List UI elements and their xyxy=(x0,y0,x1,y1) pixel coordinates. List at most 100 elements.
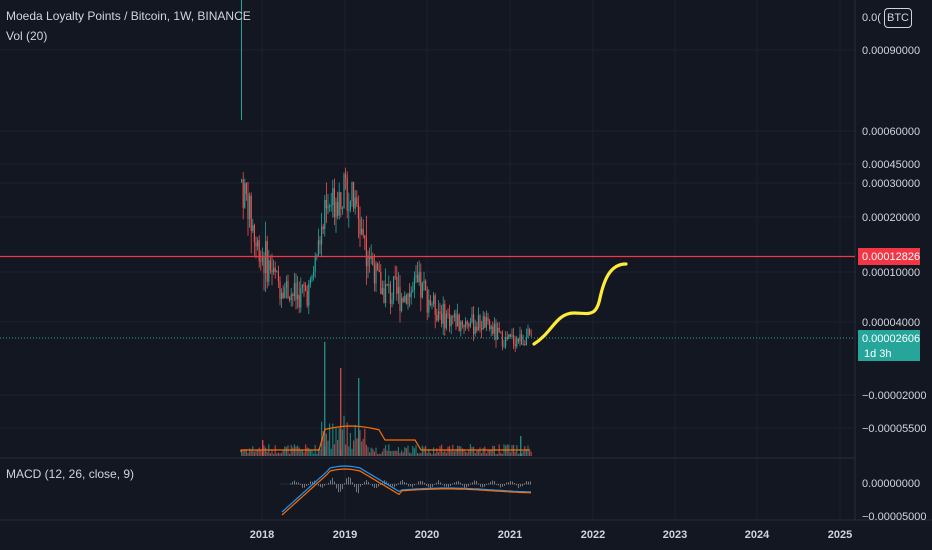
volume-bar-50 xyxy=(321,421,323,456)
volume-indicator-label[interactable]: Vol (20) xyxy=(6,29,48,43)
time-tick-2024: 2024 xyxy=(745,529,770,541)
candle-body-173 xyxy=(517,338,519,342)
volume-bar-175 xyxy=(521,453,523,456)
macd-hist-3 xyxy=(296,482,297,485)
macd-hist-57 xyxy=(404,482,405,485)
volume-bar-106 xyxy=(410,453,412,456)
volume-bar-144 xyxy=(471,446,473,456)
volume-bar-32 xyxy=(292,447,294,456)
candle-body-79 xyxy=(367,256,369,267)
candle-body-36 xyxy=(298,294,300,308)
volume-bar-180 xyxy=(529,448,531,456)
macd-hist-89 xyxy=(468,484,469,487)
candle-body-129 xyxy=(447,313,449,315)
candle-body-125 xyxy=(441,313,443,324)
macd-hist-42 xyxy=(374,484,375,488)
candle-body-0 xyxy=(241,179,243,182)
candle-body-127 xyxy=(444,303,446,329)
candle-body-161 xyxy=(498,327,500,332)
volume-bar-4 xyxy=(247,452,249,456)
candle-body-44 xyxy=(311,276,313,280)
candle-body-67 xyxy=(348,209,350,211)
macd-hist-92 xyxy=(474,480,475,485)
volume-bar-107 xyxy=(412,446,414,456)
time-axis[interactable]: 2018 2019 2020 2021 2022 2023 2024 2025 xyxy=(250,529,852,541)
volume-bar-135 xyxy=(457,445,459,456)
candle-body-158 xyxy=(493,323,495,334)
macd-hist-109 xyxy=(508,482,509,485)
volume-bar-47 xyxy=(316,453,318,456)
candle-body-99 xyxy=(399,287,401,311)
macd-hist-102 xyxy=(494,481,495,485)
volume-bar-111 xyxy=(418,453,420,456)
candle-body-87 xyxy=(380,272,382,295)
currency-badge[interactable]: BTC xyxy=(884,8,912,28)
macd-hist-8 xyxy=(306,484,307,486)
candle-body-130 xyxy=(449,314,451,327)
macd-hist-100 xyxy=(490,481,491,485)
candle-body-12 xyxy=(260,261,262,263)
volume-bar-19 xyxy=(271,449,273,456)
volume-bar-122 xyxy=(436,448,438,456)
candle-body-107 xyxy=(412,289,414,292)
candle-body-75 xyxy=(361,229,363,235)
volume-bar-69 xyxy=(351,448,353,456)
candle-body-179 xyxy=(527,329,529,338)
price-axis[interactable]: 0.0(0.00090000 0.00060000 0.00045000 0.0003… xyxy=(862,12,927,523)
volume-bar-123 xyxy=(437,452,439,456)
candle-body-86 xyxy=(378,269,380,273)
volume-bar-1 xyxy=(242,449,244,456)
macd-hist-71 xyxy=(432,484,433,487)
candle-body-150 xyxy=(481,328,483,330)
price-tick-top: 0.0( xyxy=(862,12,881,24)
candle-body-112 xyxy=(420,272,422,298)
volume-bar-58 xyxy=(333,444,335,456)
volume-bar-34 xyxy=(295,446,297,456)
candle-body-171 xyxy=(514,344,516,347)
candle-body-70 xyxy=(353,182,355,209)
macd-hist-62 xyxy=(414,484,415,486)
candle-body-132 xyxy=(452,316,454,318)
macd-hist-91 xyxy=(472,482,473,485)
volume-bars xyxy=(240,342,532,456)
candle-body-6 xyxy=(250,195,252,231)
volume-bar-171 xyxy=(514,451,516,456)
macd-hist-112 xyxy=(514,483,515,485)
macd-hist-103 xyxy=(496,484,497,486)
candle-body-30 xyxy=(289,298,291,300)
candle-body-53 xyxy=(325,199,327,209)
macd-hist-119 xyxy=(528,481,529,485)
macd-hist-37 xyxy=(364,481,365,485)
candle-body-38 xyxy=(301,284,303,288)
macd-hist-98 xyxy=(486,484,487,486)
chart-grid xyxy=(0,0,855,520)
macd-hist-65 xyxy=(420,480,421,485)
candle-body-169 xyxy=(511,335,513,337)
candle-body-64 xyxy=(343,174,345,209)
volume-bar-70 xyxy=(353,440,355,456)
candle-body-119 xyxy=(431,304,433,306)
candle-body-91 xyxy=(386,283,388,285)
symbol-title[interactable]: Moeda Loyalty Points / Bitcoin, 1W, BINA… xyxy=(6,9,251,23)
candle-body-63 xyxy=(341,208,343,210)
volume-bar-90 xyxy=(385,445,387,456)
volume-bar-77 xyxy=(364,428,366,456)
candle-body-92 xyxy=(388,284,390,286)
volume-bar-133 xyxy=(453,451,455,456)
macd-indicator-label[interactable]: MACD (12, 26, close, 9) xyxy=(6,467,135,481)
candle-body-96 xyxy=(394,276,396,278)
yellow-forecast-path[interactable] xyxy=(532,262,628,346)
candle-body-59 xyxy=(335,202,337,217)
candle-body-122 xyxy=(436,314,438,321)
candle-body-170 xyxy=(513,335,515,345)
candle-body-120 xyxy=(433,295,435,305)
volume-bar-165 xyxy=(505,445,507,456)
macd-hist-48 xyxy=(386,481,387,485)
price-tag-countdown: 1d 3h xyxy=(864,348,892,360)
volume-bar-48 xyxy=(317,448,319,456)
macd-hist-49 xyxy=(388,483,389,485)
volume-bar-71 xyxy=(354,424,356,456)
candle-body-40 xyxy=(305,285,307,292)
volume-bar-27 xyxy=(284,446,286,456)
